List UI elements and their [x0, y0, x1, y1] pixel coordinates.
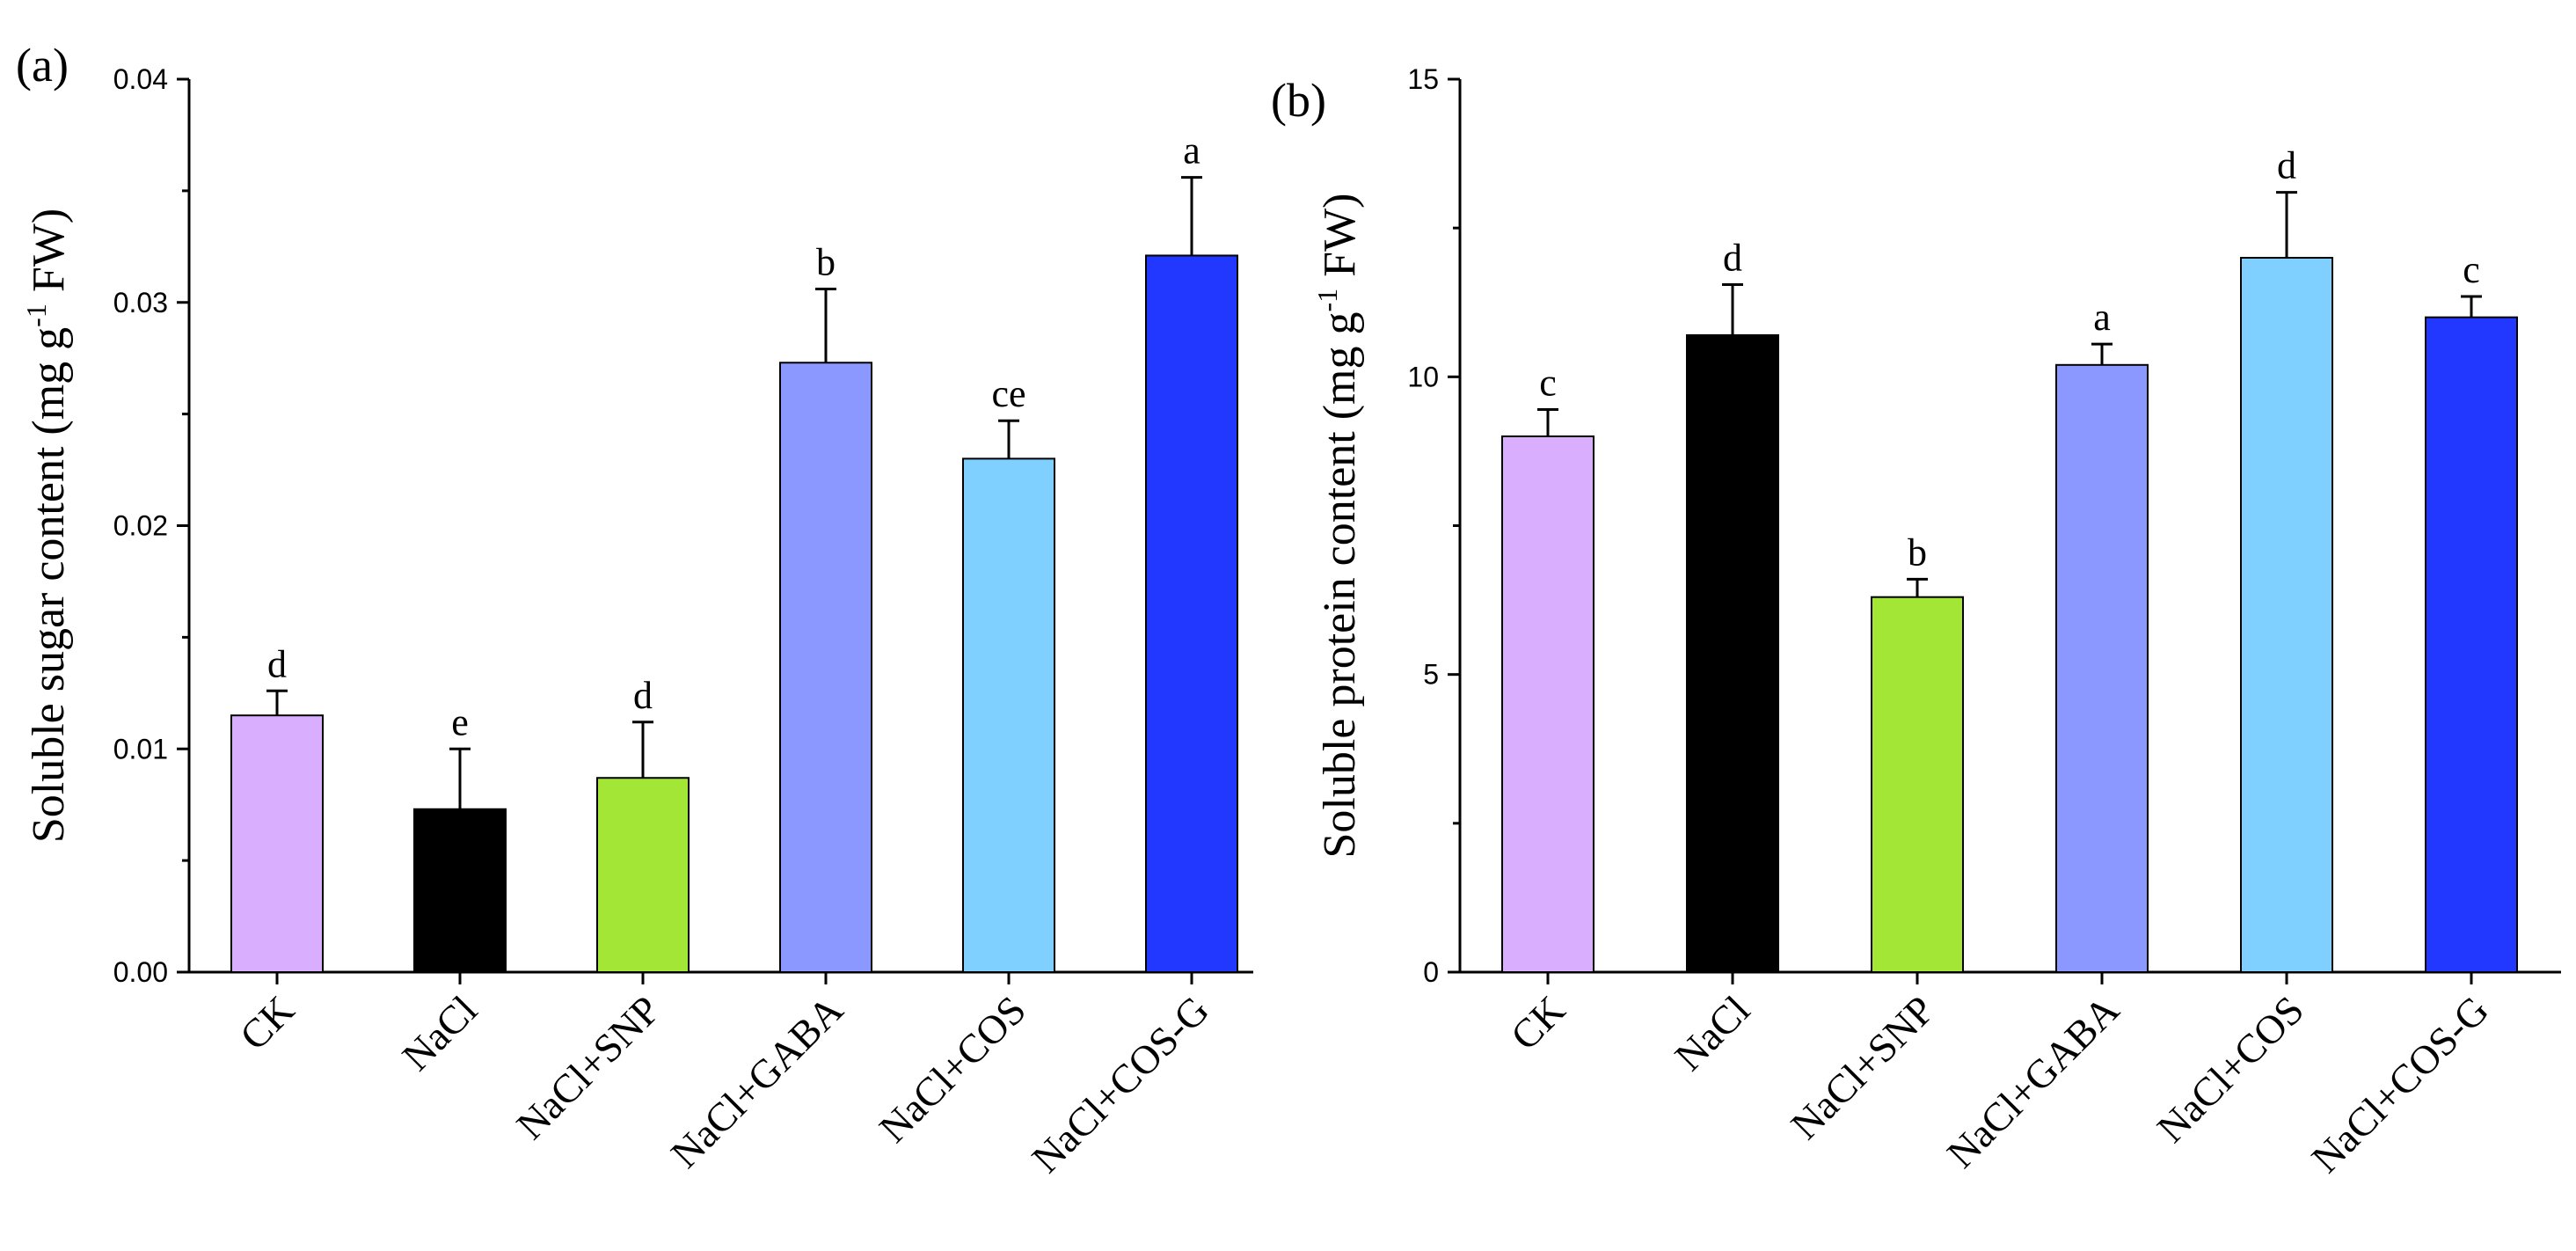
significance-label: ce [991, 372, 1025, 415]
significance-label: d [1723, 236, 1742, 279]
bar-nacl-cos-g [2425, 316, 2518, 973]
significance-label: d [633, 674, 653, 717]
panel-label: (a) [16, 39, 69, 91]
significance-label: b [816, 241, 836, 284]
significance-label: c [2463, 248, 2480, 291]
x-tick-label: NaCl+SNP [1782, 987, 1943, 1148]
bar-ck [1501, 435, 1594, 973]
y-axis-title: Soluble sugar content (mg g-1 FW) [20, 208, 74, 843]
y-tick-label: 0.04 [113, 63, 168, 95]
significance-label: b [1908, 530, 1927, 574]
y-tick-label: 0 [1423, 956, 1439, 988]
y-tick-label: 5 [1423, 659, 1439, 691]
bar-nacl [413, 808, 507, 974]
y-tick-label: 0.03 [113, 287, 168, 318]
significance-label: c [1539, 362, 1557, 405]
panel-label: (b) [1271, 74, 1326, 127]
x-tick-label: NaCl+GABA [1938, 987, 2127, 1176]
bar-nacl-gaba [779, 362, 872, 973]
significance-label: d [2277, 144, 2296, 187]
y-axis-title: Soluble protein content (mg g-1 FW) [1311, 194, 1365, 859]
bar-nacl-cos [962, 457, 1055, 973]
x-tick-label: NaCl [1666, 987, 1758, 1079]
x-tick-label: NaCl+COS [2149, 987, 2312, 1151]
y-tick-label: 0.01 [113, 733, 168, 764]
chart-panel-b: (b) 0 5 10 15 Soluble protein content (mg g-1… [1271, 63, 2561, 1182]
x-tick-label: NaCl+COS [871, 987, 1034, 1151]
x-tick-label: NaCl+COS-G [2302, 987, 2497, 1182]
bar-ck [230, 714, 324, 973]
bar-nacl-gaba [2055, 363, 2149, 973]
bar-nacl-snp [596, 777, 690, 973]
x-tick-label: NaCl+COS-G [1023, 987, 1217, 1182]
x-tick-label: CK [1502, 987, 1573, 1058]
significance-label: d [267, 642, 287, 685]
y-tick-label: 10 [1407, 361, 1439, 392]
significance-label: e [451, 700, 469, 743]
x-tick-label: CK [231, 987, 303, 1058]
y-tick-label: 0.00 [113, 956, 168, 988]
x-tick-label: NaCl+SNP [507, 987, 668, 1148]
bar-nacl-cos-g [1145, 254, 1238, 973]
bar-nacl [1686, 333, 1779, 973]
bar-nacl-snp [1871, 596, 1964, 973]
bar-nacl-cos [2240, 257, 2333, 973]
chart-panel-a: (a) 0.00 0.01 0.02 0.03 0.04 Soluble sugar con… [16, 39, 1253, 1182]
significance-label: a [1183, 129, 1200, 172]
x-tick-label: NaCl [393, 987, 485, 1079]
y-tick-label: 15 [1407, 63, 1439, 95]
y-tick-label: 0.02 [113, 510, 168, 542]
significance-label: a [2093, 296, 2111, 339]
x-tick-label: NaCl+GABA [662, 987, 851, 1176]
